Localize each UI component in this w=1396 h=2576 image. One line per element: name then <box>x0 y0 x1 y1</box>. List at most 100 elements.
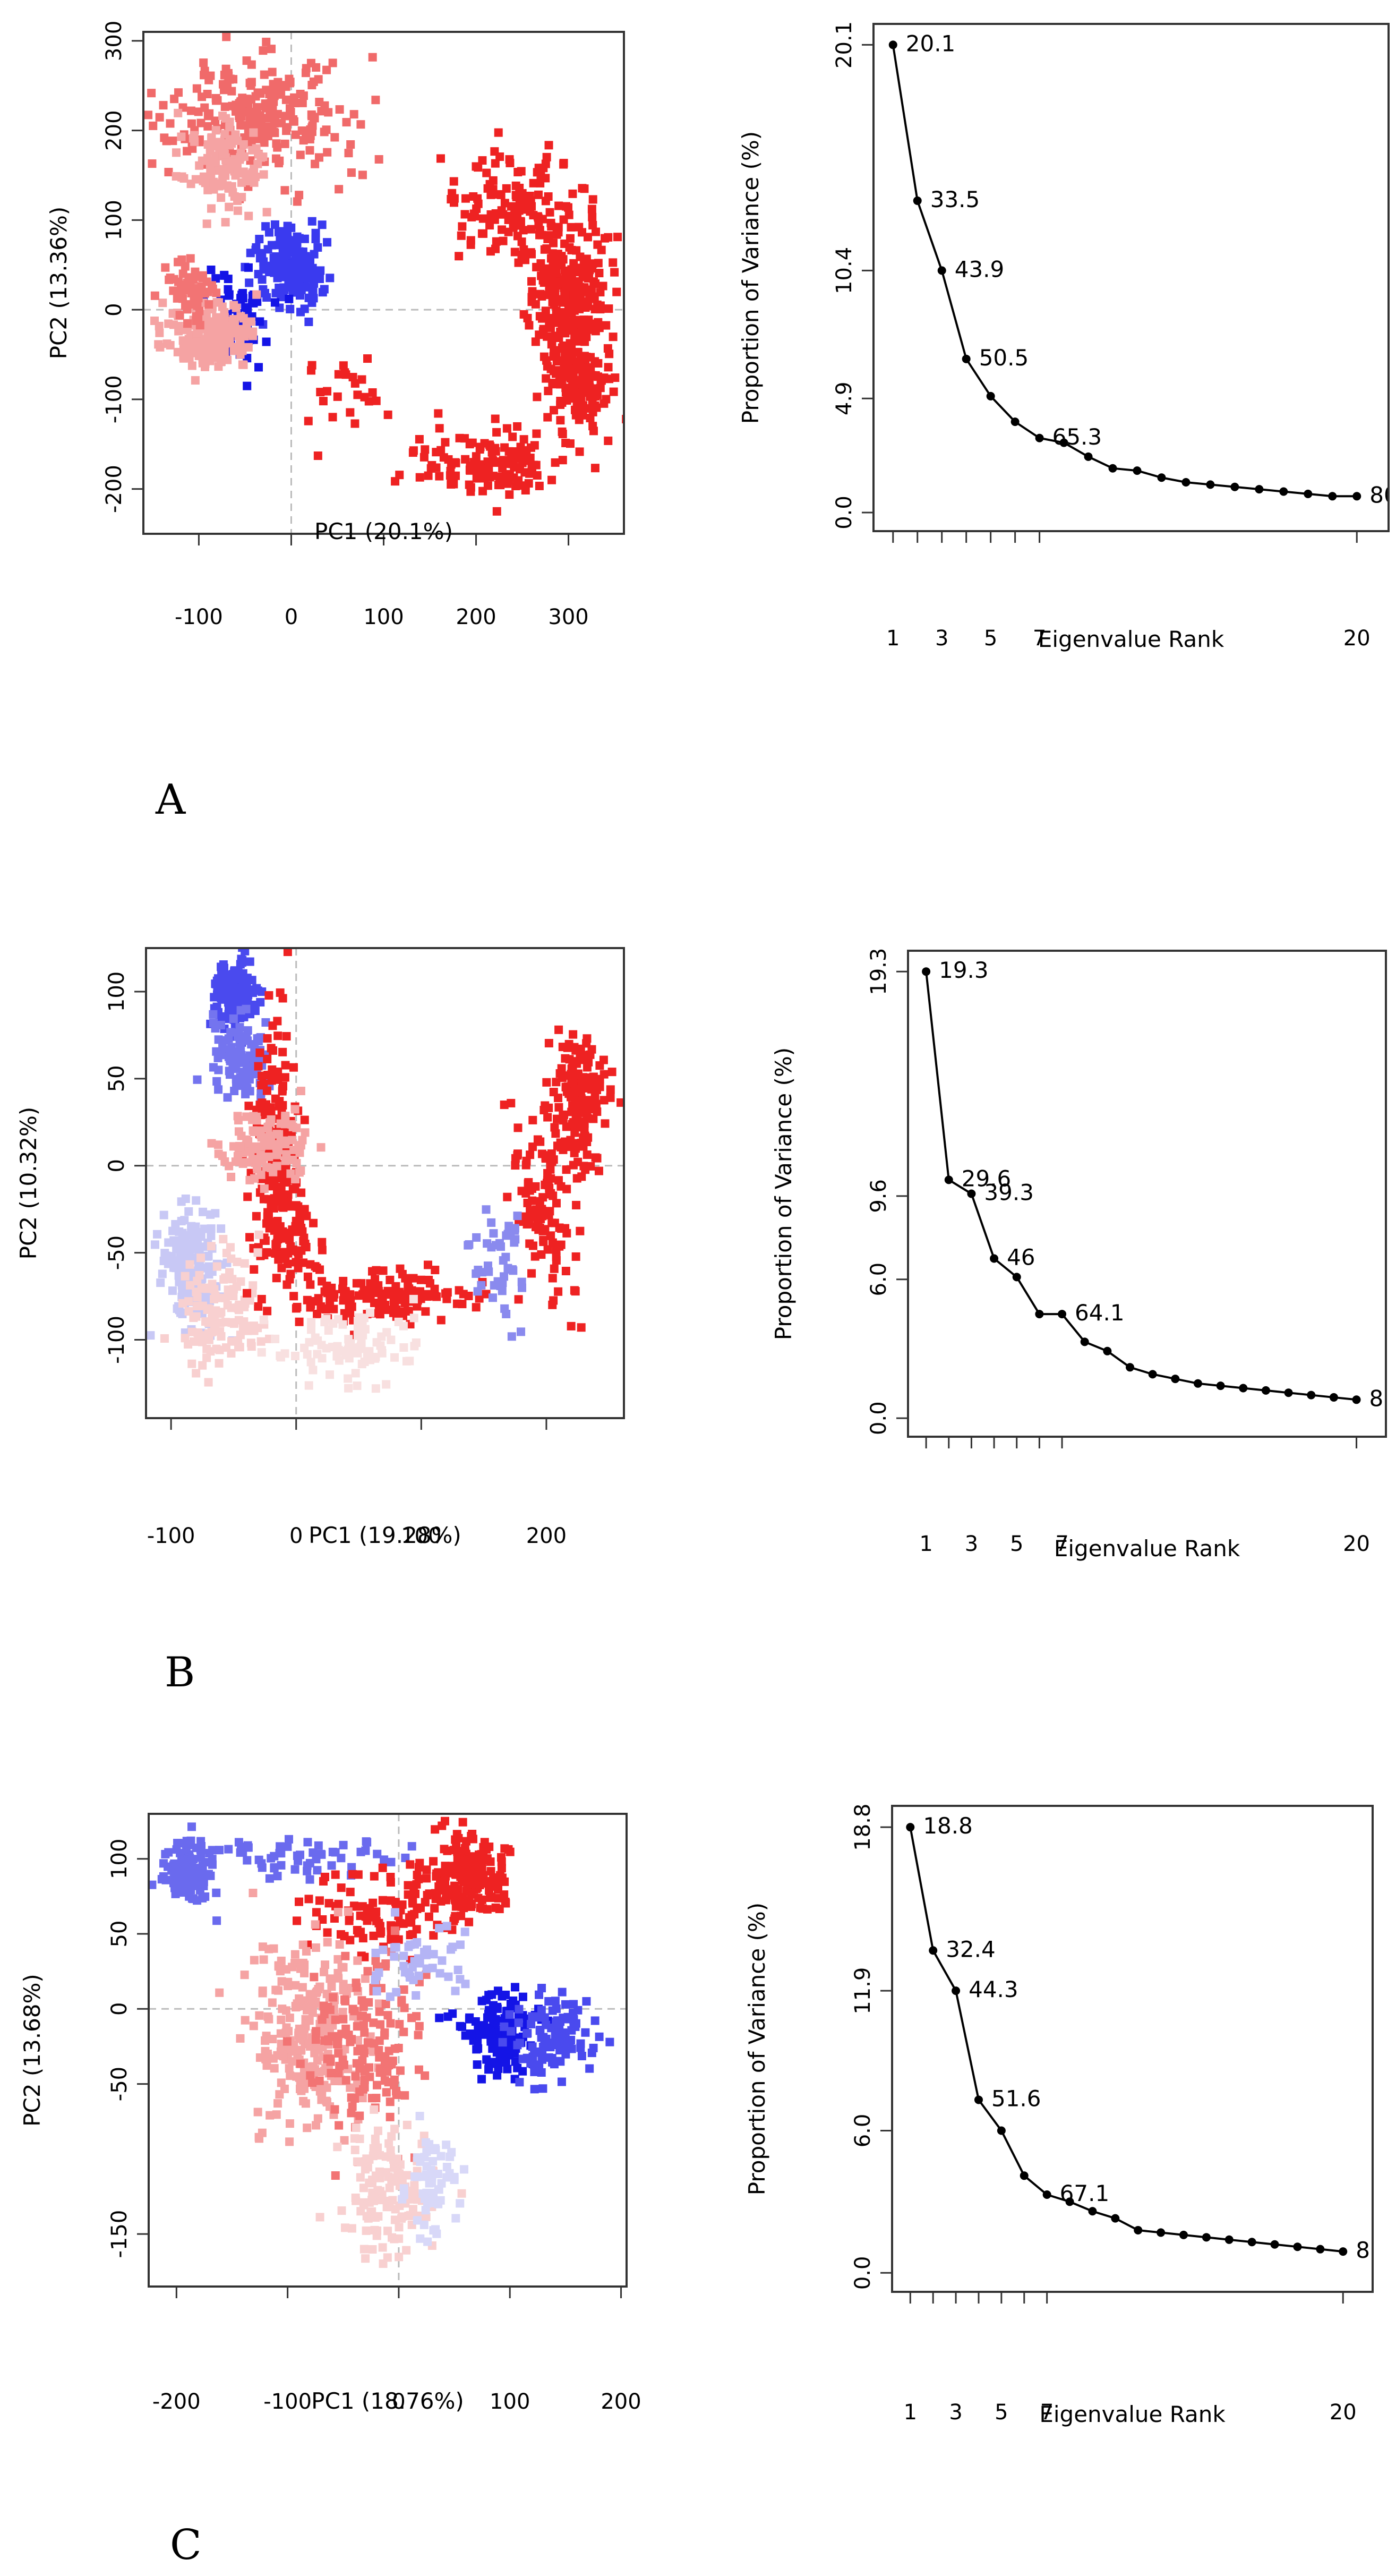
data-point <box>269 1944 278 1953</box>
data-point <box>270 220 279 229</box>
data-point <box>421 1307 430 1316</box>
data-point <box>550 406 559 415</box>
data-point <box>375 2007 384 2016</box>
y-tick-label: 300 <box>102 21 126 61</box>
data-point <box>402 2120 412 2129</box>
data-point <box>460 1844 469 1853</box>
data-point <box>272 1274 281 1283</box>
points-layer <box>147 949 623 1417</box>
data-point <box>228 101 237 110</box>
data-point <box>176 1839 185 1848</box>
data-point <box>286 304 295 313</box>
data-point <box>502 184 511 193</box>
data-point <box>458 1893 467 1902</box>
data-point <box>399 1951 408 1960</box>
data-point <box>243 1289 252 1298</box>
x-tick-label: 100 <box>363 605 404 629</box>
data-point <box>533 471 542 480</box>
data-point <box>458 222 467 231</box>
data-point <box>256 1150 265 1159</box>
data-point <box>254 1230 263 1239</box>
data-point <box>378 1346 387 1355</box>
data-point <box>252 1212 261 1221</box>
data-point <box>249 1281 258 1290</box>
y-tick-label: -100 <box>102 375 126 423</box>
data-point <box>267 91 276 100</box>
data-point <box>213 989 222 998</box>
data-point <box>467 212 476 221</box>
data-point <box>260 70 269 79</box>
data-point <box>406 2186 415 2195</box>
data-point <box>363 1838 372 1847</box>
data-point <box>339 1840 348 1849</box>
data-point <box>158 298 167 308</box>
data-point <box>431 1266 440 1275</box>
data-point <box>544 387 553 396</box>
data-point <box>399 1321 408 1330</box>
data-point <box>220 102 229 111</box>
point-cluster <box>464 1205 526 1341</box>
data-point <box>301 2099 310 2108</box>
data-point <box>247 120 256 129</box>
data-point <box>184 353 193 362</box>
data-point <box>386 2019 395 2028</box>
data-point <box>519 435 528 444</box>
data-point <box>541 306 550 315</box>
data-point <box>317 2095 326 2104</box>
data-point <box>369 1931 378 1940</box>
data-point <box>262 337 271 346</box>
data-point <box>267 1201 276 1210</box>
data-point <box>579 287 588 296</box>
x-tick-label: 20 <box>1343 626 1371 651</box>
data-point <box>294 2028 303 2037</box>
data-point <box>443 1288 452 1297</box>
data-point <box>347 2224 356 2233</box>
data-point <box>456 2199 465 2208</box>
data-point <box>576 1226 585 1235</box>
data-point <box>381 1959 390 1968</box>
data-point <box>515 2078 524 2087</box>
data-point <box>295 191 304 200</box>
data-point <box>498 2038 507 2047</box>
data-point <box>260 1184 269 1193</box>
data-point <box>374 155 383 164</box>
y-tick-label: 100 <box>102 200 126 240</box>
data-point <box>489 1229 498 1238</box>
data-point <box>198 156 207 165</box>
data-point <box>253 1248 262 1257</box>
x-axis-label: Eigenvalue Rank <box>1038 626 1224 652</box>
data-point <box>202 1353 211 1362</box>
variance-point <box>1328 492 1337 501</box>
data-point <box>472 2045 481 2054</box>
data-point <box>534 164 543 173</box>
data-point <box>314 1841 323 1850</box>
data-point <box>234 1304 243 1313</box>
data-point <box>442 1922 451 1931</box>
variance-point <box>967 1189 976 1198</box>
data-point <box>583 1034 592 1043</box>
data-point <box>613 233 622 242</box>
data-point <box>214 1085 223 1094</box>
data-point <box>224 1052 233 1061</box>
data-point <box>254 1062 263 1071</box>
data-point <box>447 2148 456 2157</box>
data-point <box>529 2060 538 2069</box>
data-point <box>398 1269 407 1278</box>
data-point <box>285 74 294 83</box>
data-point <box>212 288 221 297</box>
data-point <box>262 1163 271 1172</box>
data-point <box>537 231 546 240</box>
data-point <box>409 446 418 455</box>
data-point <box>362 2226 371 2235</box>
data-point <box>482 1290 491 1299</box>
data-point <box>164 168 173 177</box>
data-point <box>187 1359 196 1368</box>
data-point <box>390 1952 399 1961</box>
data-point <box>585 2064 594 2073</box>
variance-point <box>1247 2238 1256 2247</box>
data-point <box>380 1855 389 1864</box>
data-point <box>544 1039 553 1048</box>
data-point <box>449 480 458 489</box>
data-point <box>353 1956 362 1965</box>
data-point <box>369 1898 378 1907</box>
